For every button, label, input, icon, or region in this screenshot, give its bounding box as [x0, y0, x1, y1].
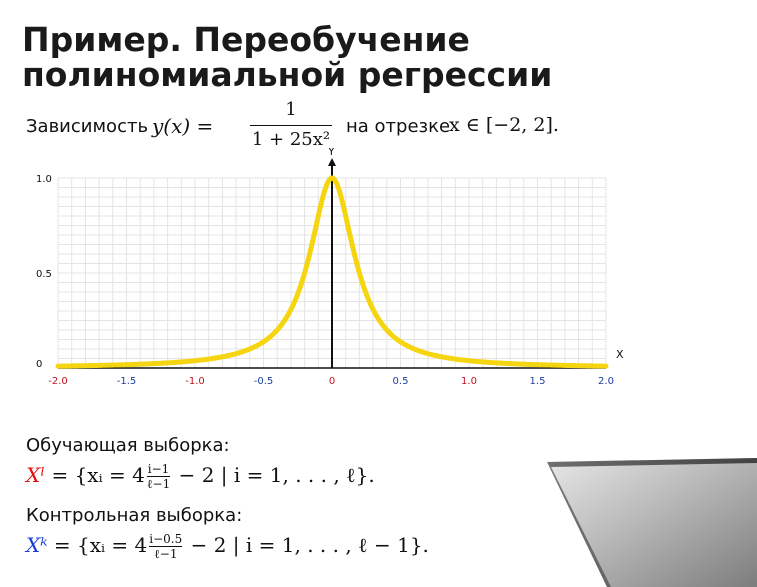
chart-grid: [57, 177, 607, 369]
control-frac-bar: [149, 546, 183, 547]
training-fraction: i−1 ℓ−1: [146, 462, 171, 491]
x-tick-label: -1.5: [117, 376, 137, 387]
x-tick-label: -1.0: [185, 376, 205, 387]
training-frac-bar: [146, 476, 171, 477]
control-frac-num: i−0.5: [149, 532, 183, 546]
x-axis-label: X: [616, 348, 624, 361]
y-tick-labels: 0 0.5 1.0: [36, 174, 52, 370]
training-frac-den: ℓ−1: [146, 477, 171, 491]
x-tick-label: 1.0: [461, 376, 477, 387]
y-tick-label: 0.5: [36, 269, 52, 280]
x-tick-label: 0.5: [393, 376, 409, 387]
training-label: Обучающая выборка:: [26, 435, 230, 456]
function-curve: [55, 175, 609, 369]
fraction-denominator: 1 + 25x²: [251, 129, 331, 150]
x-tick-label: -0.5: [254, 376, 274, 387]
y-tick-label: 0: [36, 359, 42, 370]
x-tick-label: 0: [329, 376, 335, 387]
y-axis-arrow: [328, 158, 336, 166]
control-symbol: Xᵏ: [26, 533, 48, 557]
y-axis-label: Y: [327, 148, 335, 158]
control-label: Контрольная выборка:: [26, 505, 243, 526]
function-lhs: y(x) =: [152, 114, 214, 138]
function-chart: Y X 0 0.5 1.0 -2.0 -1.5 -1.0 -0.5 0 0.5 1.0 1.5 2.…: [36, 148, 624, 387]
training-post: − 2 | i = 1, . . . , ℓ}.: [178, 463, 375, 487]
training-formula: Xˡ = {xᵢ = 4 i−1 ℓ−1 − 2 | i = 1, . . . , …: [26, 463, 375, 490]
interval-math: x ∈ [−2, 2].: [449, 114, 559, 136]
control-formula: Xᵏ = {xᵢ = 4 i−0.5 ℓ−1 − 2 | i = 1, . . . …: [26, 533, 429, 560]
y-tick-label: 1.0: [36, 174, 52, 185]
x-tick-label: -2.0: [48, 376, 68, 387]
control-post: − 2 | i = 1, . . . , ℓ − 1}.: [190, 533, 429, 557]
training-frac-num: i−1: [147, 462, 170, 476]
dependency-lead: Зависимость: [26, 116, 149, 137]
x-tick-labels: -2.0 -1.5 -1.0 -0.5 0 0.5 1.0 1.5 2.0: [48, 376, 614, 387]
x-tick-label: 2.0: [598, 376, 614, 387]
interval-text: на отрезке: [346, 116, 451, 137]
control-fraction: i−0.5 ℓ−1: [149, 532, 183, 561]
control-frac-den: ℓ−1: [154, 547, 178, 561]
function-fraction: 1 1 + 25x²: [250, 99, 332, 150]
dependency-formula: Зависимость y(x) = 1 1 + 25x² на отрезке…: [26, 99, 746, 159]
laptop-decoration-image: [547, 458, 757, 587]
training-pre: = {xᵢ = 4: [51, 463, 145, 487]
fraction-bar: [250, 125, 332, 126]
training-symbol: Xˡ: [26, 463, 46, 487]
x-tick-label: 1.5: [530, 376, 546, 387]
slide-title: Пример. Переобучение полиномиальной регр…: [22, 20, 553, 94]
control-pre: = {xᵢ = 4: [53, 533, 148, 557]
fraction-numerator: 1: [285, 99, 297, 120]
